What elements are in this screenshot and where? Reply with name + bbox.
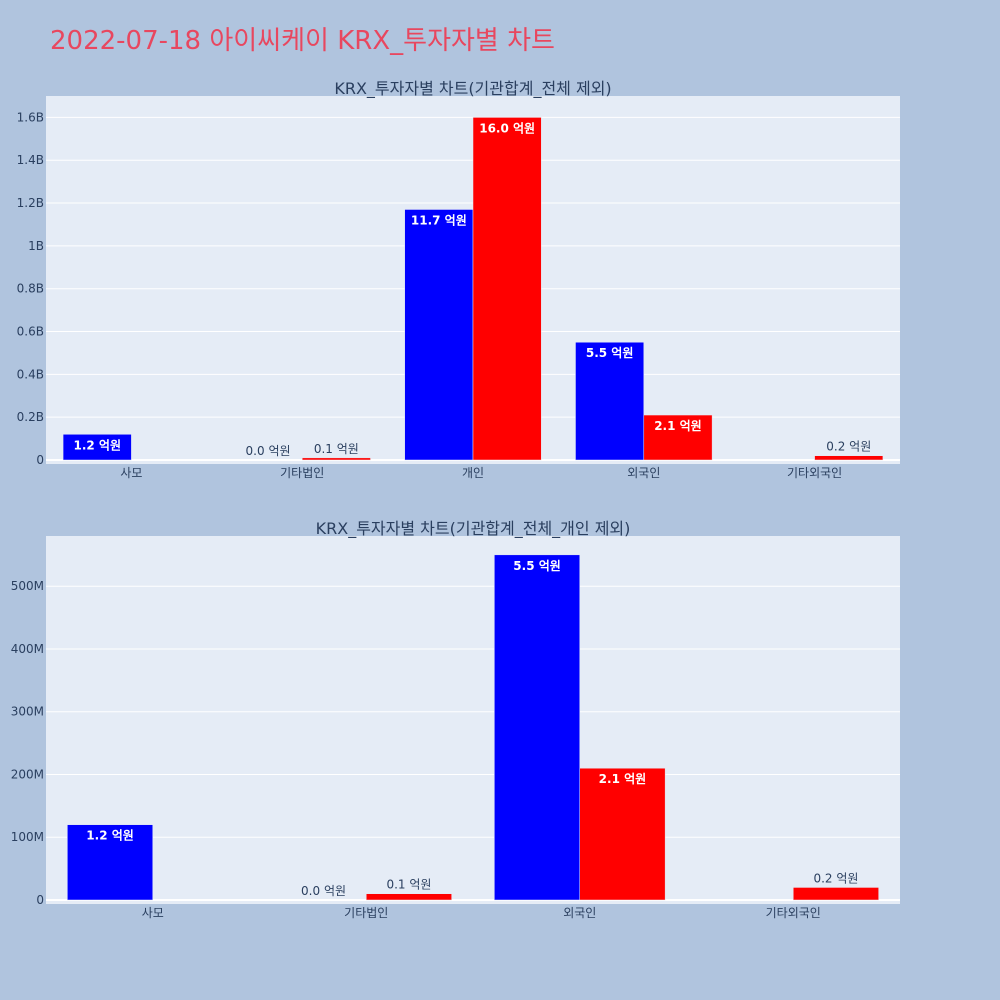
- x-tick-label: 기타외국인: [787, 466, 842, 480]
- y-tick-label: 1.2B: [17, 196, 44, 210]
- bar: [579, 767, 666, 901]
- bar: [575, 341, 645, 461]
- y-tick-label: 0: [36, 893, 44, 907]
- bar: [643, 414, 713, 461]
- x-tick-label: 기타법인: [280, 466, 324, 480]
- bar: [366, 893, 452, 901]
- plot-area: [46, 536, 900, 904]
- data-label: 0.2 억원: [813, 871, 858, 885]
- y-tick-label: 500M: [11, 579, 44, 593]
- data-label: 0.1 억원: [314, 442, 359, 456]
- data-label: 0.0 억원: [246, 444, 291, 458]
- x-tick-label: 외국인: [563, 906, 596, 920]
- y-tick-label: 200M: [11, 767, 44, 781]
- data-label: 0.2 억원: [826, 440, 871, 454]
- data-label: 1.2 억원: [86, 829, 134, 843]
- x-tick-label: 사모: [142, 906, 164, 920]
- bar: [67, 824, 153, 901]
- chart-title: KRX_투자자별 차트(기관합계_전체 제외): [334, 79, 611, 99]
- y-tick-label: 1B: [28, 239, 44, 253]
- y-tick-label: 0.4B: [17, 367, 44, 381]
- bar: [404, 209, 474, 461]
- bar: [814, 455, 884, 461]
- page-title: 2022-07-18 아이씨케이 KRX_투자자별 차트: [50, 26, 555, 56]
- x-tick-label: 사모: [120, 466, 142, 480]
- x-tick-label: 기타법인: [344, 906, 388, 920]
- chart-title: KRX_투자자별 차트(기관합계_전체_개인 제외): [316, 519, 631, 539]
- data-label: 0.0 억원: [301, 884, 346, 898]
- data-label: 2.1 억원: [654, 419, 702, 433]
- y-tick-label: 400M: [11, 642, 44, 656]
- y-tick-label: 0.2B: [17, 410, 44, 424]
- data-label: 2.1 억원: [599, 772, 647, 786]
- data-label: 1.2 억원: [73, 438, 121, 452]
- bar: [62, 434, 132, 461]
- y-tick-label: 100M: [11, 830, 44, 844]
- y-tick-label: 300M: [11, 705, 44, 719]
- x-tick-label: 외국인: [627, 466, 660, 480]
- data-label: 5.5 억원: [513, 559, 561, 573]
- bar: [793, 887, 879, 901]
- data-label: 0.1 억원: [386, 878, 431, 892]
- y-tick-label: 1.6B: [17, 110, 44, 124]
- y-tick-label: 0.8B: [17, 282, 44, 296]
- bar: [472, 117, 542, 461]
- data-label: 5.5 억원: [586, 346, 634, 360]
- bar: [494, 554, 581, 901]
- data-label: 11.7 억원: [411, 213, 467, 227]
- x-tick-label: 개인: [462, 466, 484, 480]
- x-tick-label: 기타외국인: [766, 906, 821, 920]
- data-label: 16.0 억원: [479, 121, 535, 135]
- bar: [301, 457, 371, 461]
- y-tick-label: 0: [36, 453, 44, 467]
- y-tick-label: 0.6B: [17, 325, 44, 339]
- y-tick-label: 1.4B: [17, 153, 44, 167]
